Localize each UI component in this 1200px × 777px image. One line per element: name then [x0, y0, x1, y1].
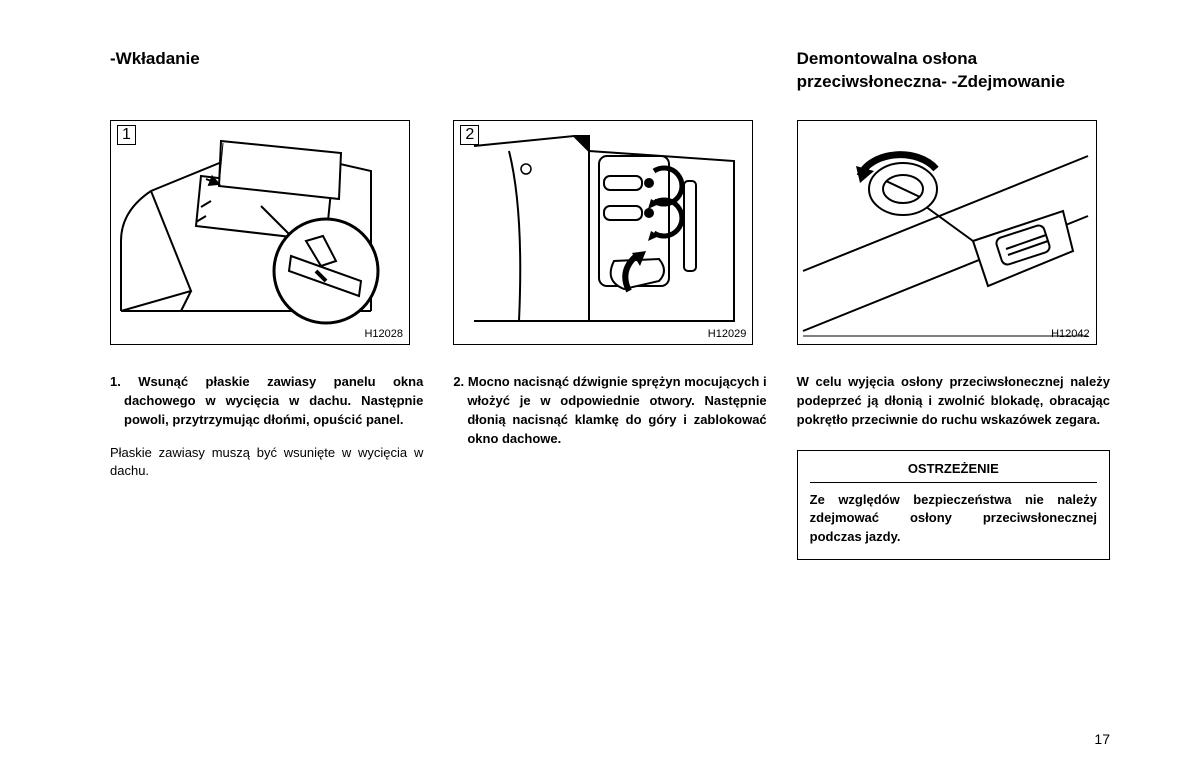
- warning-box: OSTRZEŻENIE Ze względów bezpieczeństwa n…: [797, 450, 1110, 561]
- illustration-knob: [798, 121, 1094, 342]
- illustration-roof-panel: [111, 121, 407, 342]
- page-number: 17: [1094, 731, 1110, 747]
- figure-2: 2 H12029: [453, 120, 753, 345]
- figure-1: 1 H12028: [110, 120, 410, 345]
- figure-label-2: 2: [460, 125, 479, 145]
- note-text: Płaskie zawiasy muszą być wsunięte w wyc…: [110, 444, 423, 482]
- figure-code-3: H12042: [1051, 328, 1090, 340]
- body-text: W celu wyjęcia osłony przeciwsłonecznej …: [797, 373, 1110, 430]
- column-left: -Wkładanie: [110, 48, 423, 560]
- column-right: Demontowalna osłona przeciwsłoneczna- -Z…: [797, 48, 1110, 560]
- step-1-text: 1. Wsunąć płaskie zawiasy panelu okna da…: [110, 373, 423, 430]
- step-2-text: 2. Mocno nacisnąć dźwignie sprężyn mocuj…: [453, 373, 766, 448]
- illustration-latch: [454, 121, 750, 342]
- figure-label-1: 1: [117, 125, 136, 145]
- heading-empty: [453, 48, 766, 120]
- warning-body: Ze względów bezpieczeństwa nie należy zd…: [810, 491, 1097, 548]
- figure-code-1: H12028: [364, 328, 403, 340]
- warning-title: OSTRZEŻENIE: [810, 461, 1097, 483]
- heading-insertion: -Wkładanie: [110, 48, 423, 120]
- figure-3: H12042: [797, 120, 1097, 345]
- heading-sunshade: Demontowalna osłona przeciwsłoneczna- -Z…: [797, 48, 1110, 120]
- column-middle: 2 H12029 2. Mocno nacisnąć dźwignie sprę…: [453, 48, 766, 560]
- figure-code-2: H12029: [708, 328, 747, 340]
